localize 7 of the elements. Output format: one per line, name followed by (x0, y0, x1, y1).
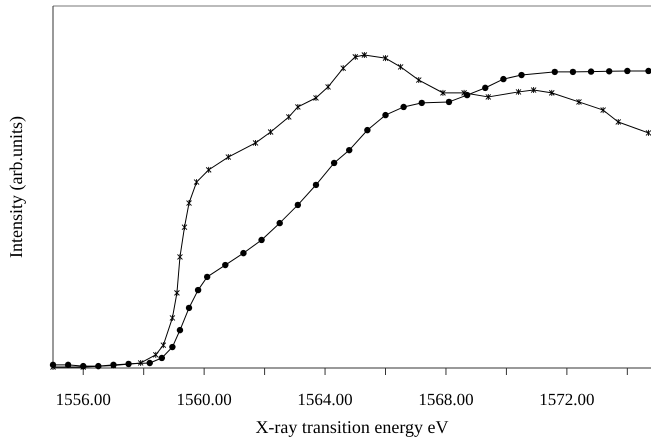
y-axis-title: Intensity (arb.units) (6, 116, 26, 258)
x-tick-label: 1560.00 (176, 390, 232, 409)
x-tick-label: 1572.00 (539, 390, 594, 409)
x-tick-label: 1568.00 (418, 390, 474, 409)
x-axis-title: X-ray transition energy eV (255, 417, 449, 437)
x-tick-label: 1556.00 (56, 390, 111, 409)
x-tick-label: 1564.00 (297, 390, 353, 409)
